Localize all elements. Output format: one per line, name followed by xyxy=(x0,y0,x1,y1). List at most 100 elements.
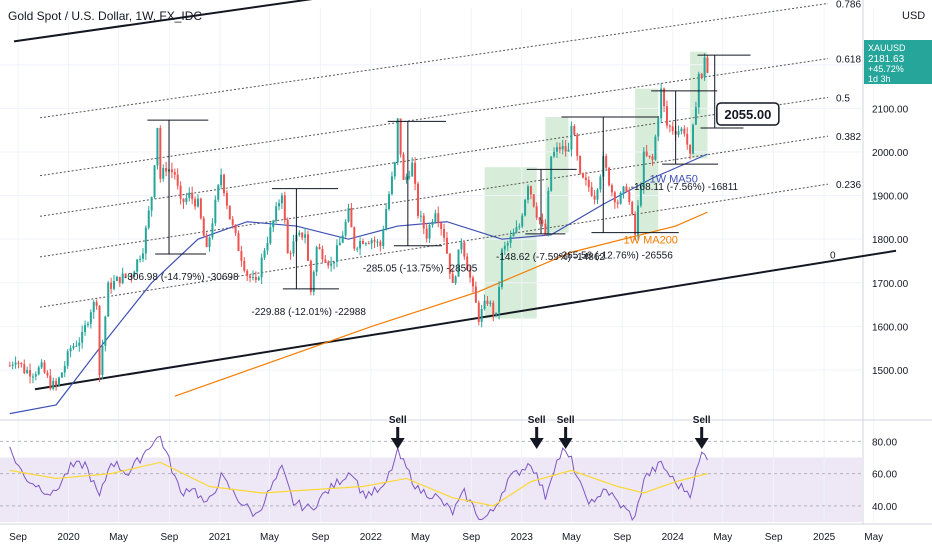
time-tick-7: 2022 xyxy=(360,532,383,543)
candle-body xyxy=(550,156,553,191)
time-tick-0: Sep xyxy=(9,532,27,543)
candle-body xyxy=(463,242,466,257)
candle-body xyxy=(416,183,419,217)
candle-body xyxy=(92,301,95,313)
candle-body xyxy=(503,245,506,250)
candle-body xyxy=(118,276,121,284)
candle-body xyxy=(506,242,509,246)
candle-body xyxy=(686,133,689,145)
candle-body xyxy=(46,372,49,376)
candle-body xyxy=(541,220,544,224)
candle-body xyxy=(608,167,611,186)
candle-body xyxy=(260,257,263,278)
candle-body xyxy=(573,125,576,135)
candle-body xyxy=(257,277,260,280)
candle-body xyxy=(147,210,150,228)
candle-body xyxy=(564,146,567,152)
candle-body xyxy=(124,273,127,277)
candle-body xyxy=(382,229,385,247)
candle-body xyxy=(625,186,628,192)
candle-body xyxy=(486,300,489,304)
candle-body xyxy=(159,127,162,179)
candle-body xyxy=(234,224,237,234)
candle-body xyxy=(225,192,228,206)
candle-body xyxy=(451,273,454,283)
fib-label-3: 0.5 xyxy=(836,93,850,104)
candle-body xyxy=(272,220,275,228)
candle-body xyxy=(689,144,692,154)
candle-body xyxy=(335,245,338,262)
candle-body xyxy=(217,185,220,200)
time-tick-2: May xyxy=(109,532,128,543)
candle-body xyxy=(440,222,443,229)
measure-label-4: -265.56 (-12.76%) -26556 xyxy=(558,251,673,262)
candle-body xyxy=(634,214,637,235)
candle-body xyxy=(318,247,321,249)
candle-body xyxy=(40,362,43,368)
candle-body xyxy=(379,241,382,247)
candle-body xyxy=(173,172,176,175)
candle-body xyxy=(113,280,116,289)
candle-body xyxy=(657,118,660,137)
candle-body xyxy=(570,125,573,150)
candle-body xyxy=(115,276,118,281)
time-tick-9: Sep xyxy=(462,532,480,543)
candle-body xyxy=(660,88,663,119)
candle-body xyxy=(576,134,579,156)
candle-body xyxy=(538,217,541,221)
candle-body xyxy=(619,192,622,204)
time-tick-11: May xyxy=(562,532,581,543)
candle-body xyxy=(141,253,144,259)
candle-body xyxy=(26,370,29,374)
candle-body xyxy=(150,197,153,211)
fib-line-1 xyxy=(39,183,829,308)
candle-body xyxy=(312,271,315,292)
currency-label: USD xyxy=(902,10,926,22)
candle-body xyxy=(414,162,417,184)
candle-body xyxy=(17,362,20,364)
candle-body xyxy=(72,346,75,349)
candle-body xyxy=(321,248,324,260)
rsi-band xyxy=(0,457,862,522)
channel-top-line xyxy=(13,0,313,43)
candle-body xyxy=(642,151,645,188)
rsi-tick-2: 80.00 xyxy=(872,437,897,448)
candle-body xyxy=(75,345,78,347)
candle-body xyxy=(419,215,422,217)
candle-body xyxy=(205,235,208,248)
candle-body xyxy=(637,205,640,235)
candle-body xyxy=(298,232,301,236)
candle-body xyxy=(616,202,619,204)
candle-body xyxy=(179,185,182,199)
candle-body xyxy=(95,301,98,306)
candle-body xyxy=(220,174,223,186)
fib-label-5: 0.786 xyxy=(836,0,861,10)
candle-body xyxy=(243,260,246,271)
candle-body xyxy=(408,176,411,178)
ma200-label: 1W MA200 xyxy=(624,235,678,247)
time-tick-10: 2023 xyxy=(511,532,534,543)
candle-body xyxy=(127,275,130,277)
candle-body xyxy=(162,168,165,179)
candle-body xyxy=(703,57,706,78)
price-tag xyxy=(864,40,932,84)
candle-body xyxy=(98,305,101,376)
time-tick-17: May xyxy=(864,532,883,543)
sell-label-0: Sell xyxy=(389,415,407,426)
measure-label-1: -229.88 (-12.01%) -22988 xyxy=(251,307,366,318)
measure-label-0: -306.98 (-14.79%) -30698 xyxy=(124,272,239,283)
candle-body xyxy=(425,228,428,239)
candle-body xyxy=(263,250,266,258)
candle-body xyxy=(663,88,666,107)
candle-body xyxy=(11,364,14,366)
candle-body xyxy=(231,219,234,225)
sell-arrow-icon-3 xyxy=(694,438,709,449)
candle-body xyxy=(700,73,703,78)
candle-body xyxy=(593,195,596,200)
candle-body xyxy=(555,147,558,152)
candle-body xyxy=(356,248,359,250)
candle-body xyxy=(680,128,683,132)
candle-body xyxy=(399,118,402,155)
candle-body xyxy=(582,173,584,178)
